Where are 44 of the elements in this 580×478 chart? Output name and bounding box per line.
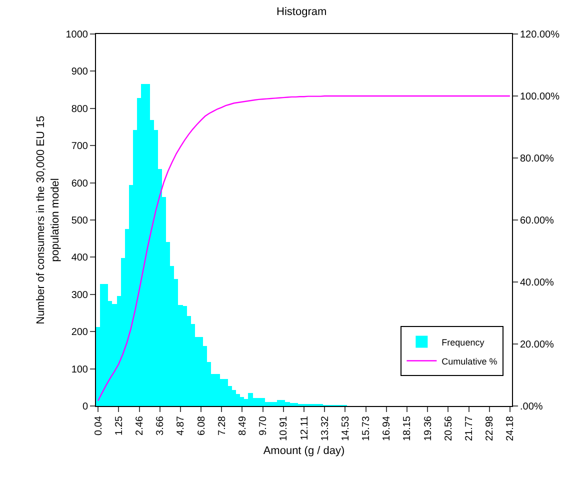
x-tick-label: 1.25 xyxy=(114,416,125,436)
x-tick-label: 21.77 xyxy=(464,416,475,442)
y2-tick-label: .00% xyxy=(520,402,543,412)
y-tick-label: 1000 xyxy=(66,30,88,40)
x-tick-label: 16.94 xyxy=(382,416,393,442)
chart-title: Histogram xyxy=(276,6,327,18)
x-tick-label: 8.49 xyxy=(237,416,248,436)
y2-tick-label: 40.00% xyxy=(520,278,554,288)
x-tick-label: 12.11 xyxy=(299,416,310,440)
y2-tick-label: 20.00% xyxy=(520,340,554,350)
x-tick-label: 24.18 xyxy=(505,416,516,442)
y-tick-label: 200 xyxy=(71,327,88,338)
x-tick-label: 13.32 xyxy=(320,416,331,442)
y-tick-label: 700 xyxy=(71,141,88,152)
x-tick-label: 2.46 xyxy=(134,416,146,436)
y-tick-label: 500 xyxy=(71,216,88,226)
y-tick-label: 100 xyxy=(71,364,88,376)
y2-tick-label: 120.00% xyxy=(520,30,560,40)
x-tick-label: 20.56 xyxy=(443,416,454,442)
y-tick-label: 0 xyxy=(82,402,88,412)
y2-tick-label: 80.00% xyxy=(520,154,554,164)
y-tick-label: 400 xyxy=(71,252,88,264)
x-tick-label: 15.73 xyxy=(361,416,372,442)
x-tick-label: 22.98 xyxy=(484,416,496,442)
x-tick-label: 10.91 xyxy=(278,416,290,442)
y2-tick-label: 60.00% xyxy=(520,216,554,226)
x-tick-label: 14.53 xyxy=(340,416,352,442)
x-axis-title: Amount (g / day) xyxy=(263,445,345,458)
y-tick-label: 900 xyxy=(71,66,88,78)
y2-tick-label: 100.00% xyxy=(520,92,560,102)
y-axis-title: Number of consumers in the 30,000 EU 15 population model xyxy=(35,116,62,324)
x-tick-label: 19.36 xyxy=(422,416,434,442)
legend-label: Cumulative % xyxy=(442,356,498,366)
x-tick-label: 18.15 xyxy=(402,416,414,442)
x-tick-label: 6.08 xyxy=(196,416,208,436)
x-tick-label: 3.66 xyxy=(155,416,166,436)
legend-label: Frequency xyxy=(442,337,485,348)
x-tick-label: 0.04 xyxy=(93,416,104,436)
y-tick-label: 300 xyxy=(71,290,88,301)
y-tick-label: 800 xyxy=(71,104,88,115)
y-tick-label: 600 xyxy=(71,178,88,190)
x-tick-label: 9.70 xyxy=(258,416,270,436)
x-tick-label: 4.87 xyxy=(176,416,187,436)
x-tick-label: 7.28 xyxy=(216,416,228,436)
